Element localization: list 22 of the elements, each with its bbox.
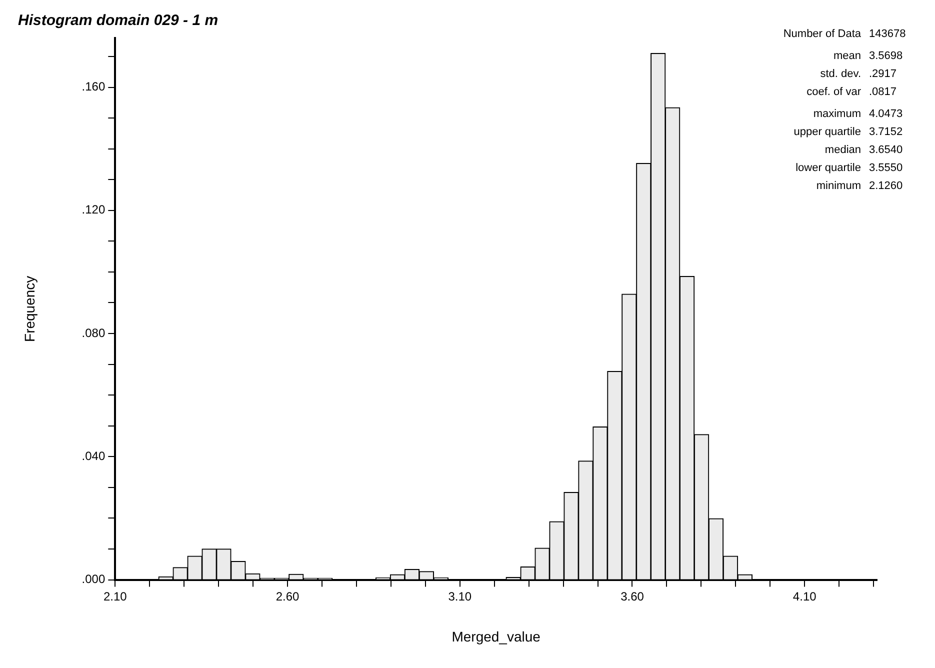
annotation: lower quartile 3.5550 xyxy=(796,162,903,174)
y-axis-title: Frequency xyxy=(21,276,38,342)
annotation: std. dev. .2917 xyxy=(820,68,897,80)
annotation: Number of Data 143678 xyxy=(783,28,906,40)
x-axis-title: Merged_value xyxy=(452,628,541,644)
x-tick-label: 3.10 xyxy=(448,589,472,604)
annotation: mean 3.5698 xyxy=(833,50,903,62)
x-tick-label: 3.60 xyxy=(620,589,644,604)
annotation: median 3.6540 xyxy=(824,144,903,156)
x-tick-label: 4.10 xyxy=(792,589,817,604)
y-tick-label: .000 xyxy=(82,572,106,586)
x-tick-label: 2.10 xyxy=(103,589,128,604)
y-tick-label: .120 xyxy=(82,202,106,217)
y-tick-label: .080 xyxy=(82,326,106,340)
y-tick-label: .160 xyxy=(82,80,106,94)
annotation: upper quartile 3.7152 xyxy=(794,126,903,138)
annotation: maximum 4.0473 xyxy=(813,108,903,120)
annotation: minimum 2.1260 xyxy=(816,180,903,192)
y-tick-label: .040 xyxy=(82,448,106,463)
chart-title: Histogram domain 029 - 1 m xyxy=(18,12,218,30)
x-tick-label: 2.60 xyxy=(276,589,300,604)
annotation: coef. of var .0817 xyxy=(806,86,897,98)
